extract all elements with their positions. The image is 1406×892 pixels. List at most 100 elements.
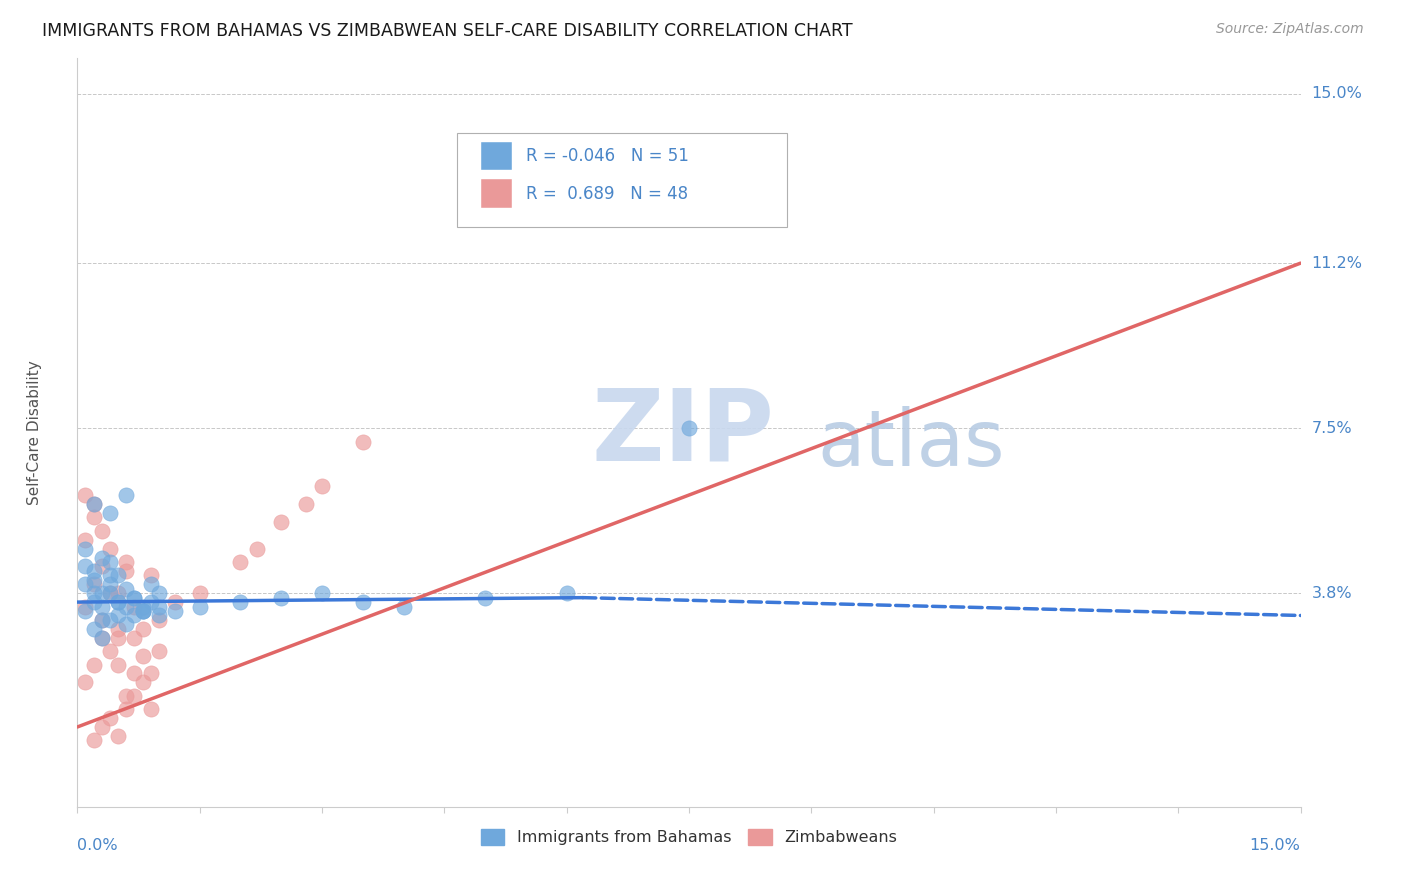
Point <box>124 689 146 703</box>
Point <box>75 559 97 574</box>
Point <box>107 608 129 623</box>
Point <box>107 631 129 645</box>
Point <box>735 176 758 190</box>
Point <box>90 631 112 645</box>
Text: Self-Care Disability: Self-Care Disability <box>27 360 42 505</box>
Point <box>83 586 105 600</box>
Point <box>98 586 121 600</box>
Point <box>90 631 112 645</box>
Point <box>131 604 153 618</box>
Point <box>107 595 129 609</box>
Point <box>131 604 153 618</box>
Point <box>90 586 112 600</box>
Point <box>131 599 153 614</box>
Point <box>555 586 578 600</box>
Point <box>83 733 105 747</box>
Point <box>131 604 153 618</box>
Point <box>352 434 374 449</box>
Text: 3.8%: 3.8% <box>1312 586 1353 600</box>
Point <box>90 559 112 574</box>
Point <box>131 675 153 690</box>
Point <box>98 577 121 591</box>
Point <box>107 568 129 582</box>
Point <box>188 586 211 600</box>
FancyBboxPatch shape <box>457 133 787 227</box>
Point <box>139 595 162 609</box>
Point <box>115 564 138 578</box>
FancyBboxPatch shape <box>481 179 512 208</box>
Point <box>98 613 121 627</box>
Point <box>474 591 496 605</box>
Point <box>131 622 153 636</box>
Point <box>115 599 138 614</box>
Point <box>83 657 105 672</box>
Point <box>115 488 138 502</box>
Point <box>90 613 112 627</box>
Point <box>294 497 316 511</box>
Point <box>115 689 138 703</box>
Point <box>165 604 187 618</box>
Point <box>115 555 138 569</box>
Point <box>139 702 162 716</box>
Point <box>83 497 105 511</box>
Point <box>270 591 292 605</box>
Text: 0.0%: 0.0% <box>77 838 118 853</box>
Point <box>98 568 121 582</box>
Point <box>90 524 112 538</box>
Point <box>148 586 170 600</box>
Point <box>98 555 121 569</box>
Point <box>148 608 170 623</box>
Point <box>270 515 292 529</box>
Point <box>124 591 146 605</box>
Point <box>124 591 146 605</box>
Point <box>115 702 138 716</box>
Point <box>352 595 374 609</box>
Point <box>229 555 252 569</box>
Point <box>115 617 138 632</box>
Point <box>107 657 129 672</box>
Point <box>115 582 138 596</box>
Point <box>98 541 121 556</box>
Text: R =  0.689   N = 48: R = 0.689 N = 48 <box>526 185 689 202</box>
Point <box>75 604 97 618</box>
Point <box>75 599 97 614</box>
Point <box>124 608 146 623</box>
Point <box>246 541 269 556</box>
Text: ZIP: ZIP <box>591 384 773 481</box>
Point <box>107 622 129 636</box>
Text: 15.0%: 15.0% <box>1312 87 1362 101</box>
Point <box>124 666 146 681</box>
Point <box>148 599 170 614</box>
Text: 15.0%: 15.0% <box>1250 838 1301 853</box>
Text: Source: ZipAtlas.com: Source: ZipAtlas.com <box>1216 22 1364 37</box>
Point <box>90 613 112 627</box>
Point <box>90 599 112 614</box>
Point <box>165 595 187 609</box>
Point <box>124 599 146 614</box>
Point <box>75 533 97 547</box>
Point <box>124 631 146 645</box>
Point <box>90 720 112 734</box>
Point <box>678 421 700 435</box>
Text: atlas: atlas <box>817 406 1005 482</box>
Legend: Immigrants from Bahamas, Zimbabweans: Immigrants from Bahamas, Zimbabweans <box>474 822 904 852</box>
Point <box>107 729 129 743</box>
Point <box>83 497 105 511</box>
Point <box>83 577 105 591</box>
Point <box>188 599 211 614</box>
Point <box>311 479 333 493</box>
Point <box>107 595 129 609</box>
Text: 11.2%: 11.2% <box>1312 256 1362 270</box>
Point <box>98 711 121 725</box>
Point <box>75 488 97 502</box>
Point <box>98 644 121 658</box>
Point <box>139 568 162 582</box>
Point <box>392 599 415 614</box>
Point <box>75 541 97 556</box>
Point <box>75 577 97 591</box>
Point <box>311 586 333 600</box>
Point <box>83 595 105 609</box>
Point <box>131 648 153 663</box>
Text: IMMIGRANTS FROM BAHAMAS VS ZIMBABWEAN SELF-CARE DISABILITY CORRELATION CHART: IMMIGRANTS FROM BAHAMAS VS ZIMBABWEAN SE… <box>42 22 853 40</box>
FancyBboxPatch shape <box>481 142 512 170</box>
